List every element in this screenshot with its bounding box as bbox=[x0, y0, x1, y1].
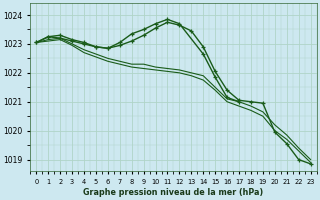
X-axis label: Graphe pression niveau de la mer (hPa): Graphe pression niveau de la mer (hPa) bbox=[83, 188, 264, 197]
